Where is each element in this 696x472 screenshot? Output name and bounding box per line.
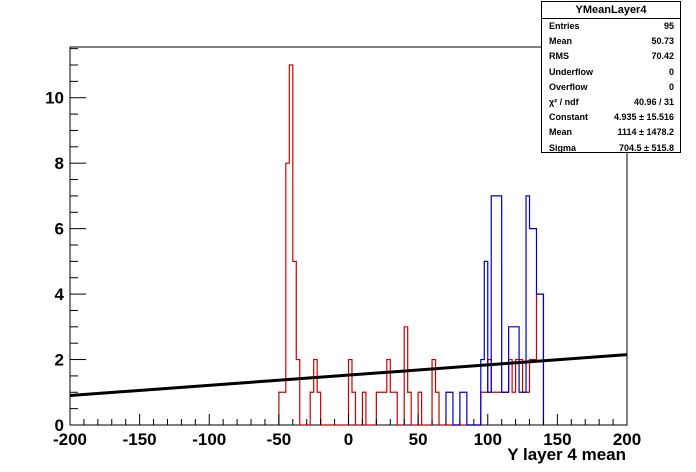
x-tick-label: 0	[344, 430, 353, 449]
stats-box: YMeanLayer4 Entries 95 Mean 50.73 RMS 70.42 Un…	[541, 1, 681, 153]
stats-row: Overflow 0	[542, 80, 680, 95]
x-tick-label: -200	[53, 430, 87, 449]
x-axis-title: Y layer 4 mean	[507, 445, 626, 464]
stats-label: Entries	[549, 21, 580, 31]
stats-label: χ² / ndf	[549, 96, 579, 107]
stats-row: Sigma 704.5 ± 515.8	[542, 141, 680, 156]
stats-label: Sigma	[549, 142, 577, 153]
y-tick-label: 6	[55, 220, 64, 239]
stats-label: Overflow	[549, 81, 588, 92]
stats-label: RMS	[549, 51, 569, 62]
stats-label: Constant	[549, 112, 588, 123]
stats-box-title: YMeanLayer4	[542, 2, 680, 19]
stats-label: Mean	[549, 127, 573, 138]
y-tick-label: 10	[45, 89, 64, 108]
x-tick-label: 150	[543, 430, 571, 449]
stats-value: 50.73	[651, 36, 674, 47]
stats-label: Mean	[549, 36, 573, 47]
x-tick-label: -100	[192, 430, 226, 449]
stats-value: 40.96 / 31	[633, 96, 674, 107]
stats-row: Entries 95	[542, 19, 680, 34]
histogram-layer	[278, 64, 545, 426]
y-tick-label: 2	[55, 351, 64, 370]
x-tick-label: 100	[474, 430, 502, 449]
stats-value: 0	[668, 66, 674, 77]
x-tick-label: 50	[409, 430, 428, 449]
stats-value: 4.935 ± 15.516	[614, 112, 674, 123]
y-tick-label: 8	[55, 154, 64, 173]
axis-layer: -200 -150 -100 -50 0 50 100 150 200 0 2 4 6 8 10	[45, 48, 641, 449]
x-tick-label: -50	[267, 430, 292, 449]
stats-row: χ² / ndf 40.96 / 31	[542, 95, 680, 110]
stats-row: Mean 50.73	[542, 34, 680, 49]
stats-label: Underflow	[549, 66, 593, 77]
stats-row: Constant 4.935 ± 15.516	[542, 110, 680, 125]
stats-rows: Entries 95 Mean 50.73 RMS 70.42 Underflow 0 Over…	[542, 19, 680, 156]
fit-layer	[69, 353, 628, 398]
stats-value: 1114 ± 1478.2	[617, 127, 675, 138]
x-tick-label: -150	[123, 430, 157, 449]
stats-row: Underflow 0	[542, 65, 680, 80]
histogram-series-1	[445, 195, 545, 426]
fit-line	[69, 353, 628, 398]
stats-value: 95	[663, 21, 674, 31]
stats-row: RMS 70.42	[542, 49, 680, 64]
y-tick-label: 4	[55, 285, 65, 304]
stats-value: 0	[668, 81, 674, 92]
x-tick-label: 200	[613, 430, 641, 449]
y-tick-label: 0	[55, 416, 64, 435]
stats-value: 70.42	[651, 51, 674, 62]
stats-row: Mean 1114 ± 1478.2	[542, 125, 680, 140]
stats-value: 704.5 ± 515.8	[619, 142, 674, 153]
